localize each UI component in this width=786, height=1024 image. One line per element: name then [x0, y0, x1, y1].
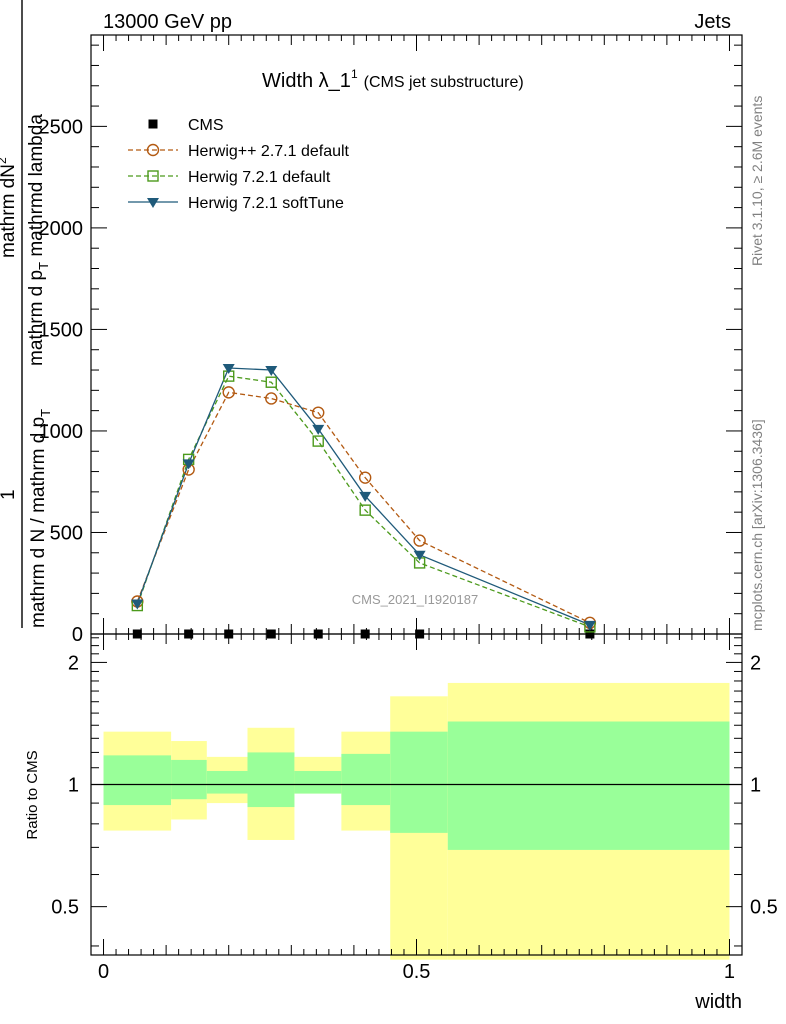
series-markers: [131, 364, 597, 639]
legend-marker-herwig721: [147, 170, 159, 182]
rivet-label: Rivet 3.1.10, ≥ 2.6M events: [749, 96, 765, 266]
main-y-tick-label: 1000: [39, 421, 84, 443]
x-tick-labels: 0 0.5 1: [98, 961, 735, 983]
mcplots-label: mcplots.cern.ch [arXiv:1306.3436]: [749, 419, 765, 631]
ratio-y-tick-label: 0.5: [51, 897, 79, 919]
series-point-herwigpp: [358, 471, 372, 484]
inner-band-bin: [171, 759, 207, 800]
inner-band-bin: [294, 770, 342, 794]
ratio-y-tick-label-right: 0.5: [750, 897, 778, 919]
cms-data-point: [360, 629, 370, 639]
x-tick-label: 0: [98, 961, 109, 983]
plot-title: Width λ_11 (CMS jet substructure): [262, 67, 524, 92]
cms-data-point: [313, 629, 323, 639]
ratio-y-tick-label: 1: [68, 775, 79, 797]
legend-marker-cms: [148, 119, 158, 129]
legend-marker-softtune: [147, 198, 159, 208]
main-y-tick-label: 2000: [39, 218, 84, 240]
x-tick-label: 1: [724, 961, 735, 983]
header-jets: Jets: [694, 11, 731, 33]
inner-band-bin: [341, 753, 391, 806]
axis-ticks: [91, 35, 742, 955]
main-y-tick-labels: 0 500 1000 1500 2000 2500: [39, 116, 84, 646]
ylabel-numerator: mathrm dN2: [0, 157, 19, 258]
ratio-y-tick-label-right: 2: [750, 652, 761, 674]
series-line-softtune: [136, 367, 591, 626]
plot-title-sup: 1: [351, 67, 358, 81]
series-lines: [136, 367, 591, 628]
legend: CMS Herwig++ 2.7.1 default Herwig 7.2.1 de…: [128, 117, 350, 212]
main-y-tick-label: 2500: [39, 116, 84, 138]
series-point-softtune: [265, 366, 278, 377]
header-energy: 13000 GeV pp: [103, 11, 232, 33]
cms-data-point: [224, 629, 234, 639]
inner-band-bin: [390, 731, 448, 833]
plot-title-sub: (CMS jet substructure): [364, 74, 524, 91]
legend-label: Herwig 7.2.1 softTune: [188, 195, 344, 212]
ratio-y-tick-labels: 0.5 0.5 1 1 2 2: [51, 652, 778, 918]
cms-data-point: [585, 629, 595, 639]
plot-title-main: Width λ_1: [262, 70, 351, 92]
series-point-softtune: [583, 620, 596, 631]
series-point-herwig721: [359, 504, 371, 516]
analysis-watermark: CMS_2021_I1920187: [352, 592, 479, 607]
ratio-y-tick-label-right: 1: [750, 775, 761, 797]
series-line-herwig721: [136, 375, 591, 628]
series-point-softtune: [359, 491, 372, 502]
inner-band-bin: [447, 721, 730, 850]
series-line-herwigpp: [136, 391, 591, 624]
ylabel-fraction-top: mathrm d N / mathrm d pT: [28, 409, 53, 628]
main-y-tick-label: 500: [50, 522, 83, 544]
main-y-axis-label: mathrm d N / mathrm d pT 1 mathrm dN2 ma…: [0, 0, 53, 628]
series-point-softtune: [413, 550, 426, 561]
cms-data-point: [184, 629, 194, 639]
ylabel-denominator: mathrm d pT mathrmd lambda: [26, 114, 51, 366]
series-point-softtune: [131, 599, 144, 610]
cms-data-point: [132, 629, 142, 639]
main-y-tick-label: 1500: [39, 319, 84, 341]
ylabel-one: 1: [0, 489, 19, 500]
inner-band-bin: [247, 752, 295, 808]
inner-band-bin: [206, 770, 248, 794]
series-point-softtune: [182, 459, 195, 470]
legend-label: Herwig++ 2.7.1 default: [188, 143, 350, 160]
series-point-herwigpp: [312, 406, 325, 419]
series-point-herwigpp: [222, 386, 235, 399]
inner-band-bin: [103, 755, 172, 806]
legend-label: Herwig 7.2.1 default: [188, 169, 331, 186]
legend-marker-herwigpp: [146, 143, 160, 157]
series-point-softtune: [222, 364, 235, 375]
series-point-herwig721: [265, 376, 277, 388]
series-point-softtune: [312, 424, 325, 435]
legend-label: CMS: [188, 117, 224, 134]
cms-data-point: [266, 629, 276, 639]
main-y-tick-label: 0: [72, 624, 83, 646]
series-point-herwig721: [312, 435, 324, 447]
x-axis-label: width: [694, 991, 742, 1013]
ratio-y-tick-label: 2: [68, 652, 79, 674]
ratio-bands: [103, 682, 730, 960]
series-point-herwigpp: [265, 392, 278, 405]
ratio-y-axis-label: Ratio to CMS: [24, 750, 41, 839]
cms-data-point: [415, 629, 425, 639]
x-tick-label: 0.5: [403, 961, 431, 983]
series-point-herwigpp: [413, 534, 426, 547]
